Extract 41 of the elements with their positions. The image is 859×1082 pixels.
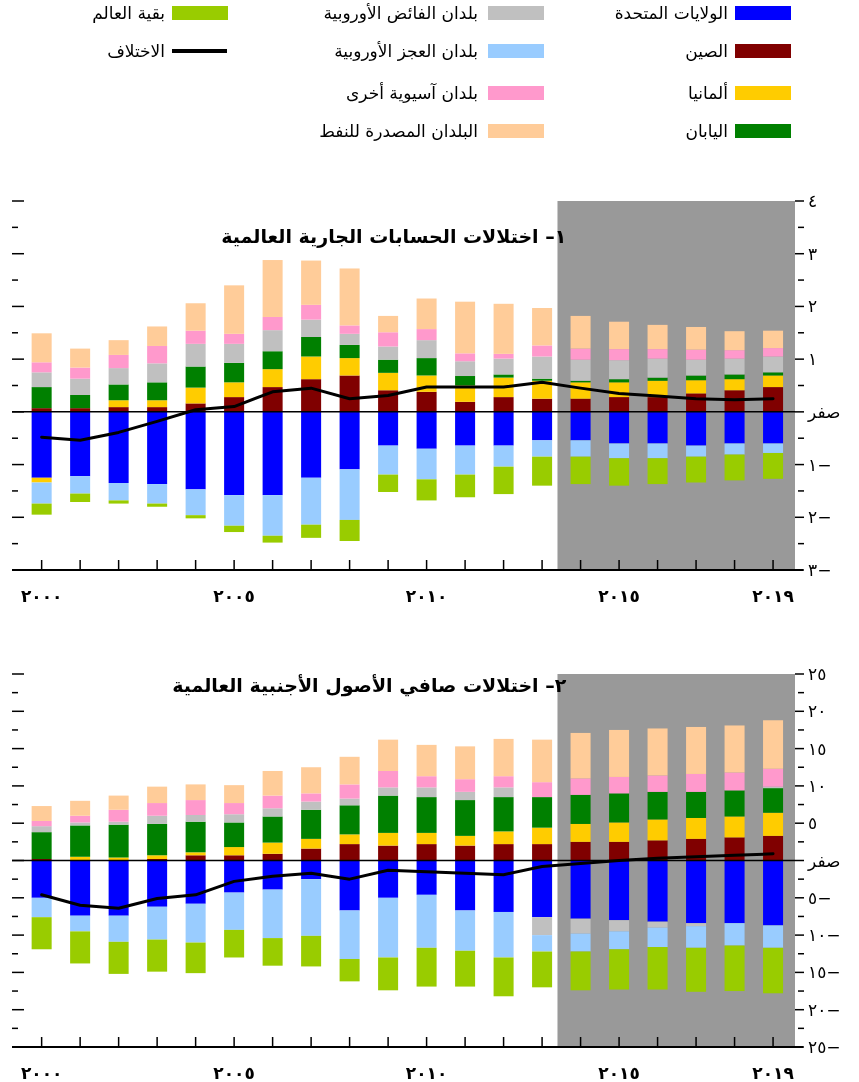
y-tick-label: ١	[808, 349, 818, 370]
y-tick-label: ٢٥	[808, 664, 827, 684]
y-tick-label: ٢٠	[808, 701, 827, 722]
x-tick-label: ٢٠١٠	[405, 1063, 448, 1082]
chart-title: ٢– اختلالات صافي الأصول الأجنبية العالمية	[172, 674, 567, 697]
legend-label: الاختلاف	[107, 41, 165, 61]
y-tick-label: ٣	[808, 243, 818, 264]
legend-label: ألمانيا	[688, 82, 728, 103]
legend-label: اليابان	[685, 121, 728, 141]
y-tick-label: ٢٥−	[808, 1037, 841, 1057]
y-tick-label: ١٠−	[808, 925, 841, 946]
x-tick-label: ٢٠١٥	[598, 1063, 640, 1082]
y-tick-label: ٤	[808, 191, 818, 211]
legend-label: بلدان آسيوية أخرى	[346, 82, 478, 103]
x-tick-label: ٢٠٠٥	[213, 586, 255, 606]
x-tick-label: ٢٠١٩	[752, 586, 795, 606]
x-tick-label: ٢٠٠٥	[213, 1063, 255, 1082]
y-tick-label: ٢٠−	[808, 999, 841, 1020]
legend-label: الولايات المتحدة	[614, 3, 728, 23]
x-tick-label: ٢٠٠٠	[20, 1063, 63, 1082]
legend-label: الصين	[685, 41, 728, 61]
x-tick-label: ٢٠١٠	[405, 586, 448, 606]
y-tick-label: ٣−	[808, 560, 832, 580]
y-tick-label: صفر	[807, 850, 841, 871]
x-tick-label: ٢٠١٥	[598, 586, 640, 606]
y-tick-label: صفر	[807, 401, 841, 422]
x-tick-label: ٢٠٠٠	[20, 586, 63, 606]
y-tick-label: ٥−	[808, 887, 832, 908]
y-tick-label: ٥	[808, 813, 818, 834]
legend-label: بلدان الفائض الأوروبية	[323, 3, 478, 23]
y-tick-label: ٢	[808, 296, 818, 317]
y-tick-label: ١٥−	[808, 962, 841, 983]
y-tick-label: ٢−	[808, 507, 832, 528]
y-tick-label: ١٥	[808, 738, 827, 759]
legend-label: بقية العالم	[92, 3, 165, 24]
y-tick-label: ١−	[808, 454, 832, 475]
legend-label: بلدان العجز الأوروبية	[334, 41, 478, 61]
legend-label: البلدان المصدرة للنفط	[319, 121, 478, 141]
x-tick-label: ٢٠١٩	[752, 1063, 795, 1082]
y-tick-label: ١٠	[808, 775, 827, 796]
text: ١– اختلالات الحسابات الجارية العالمية	[221, 225, 567, 248]
